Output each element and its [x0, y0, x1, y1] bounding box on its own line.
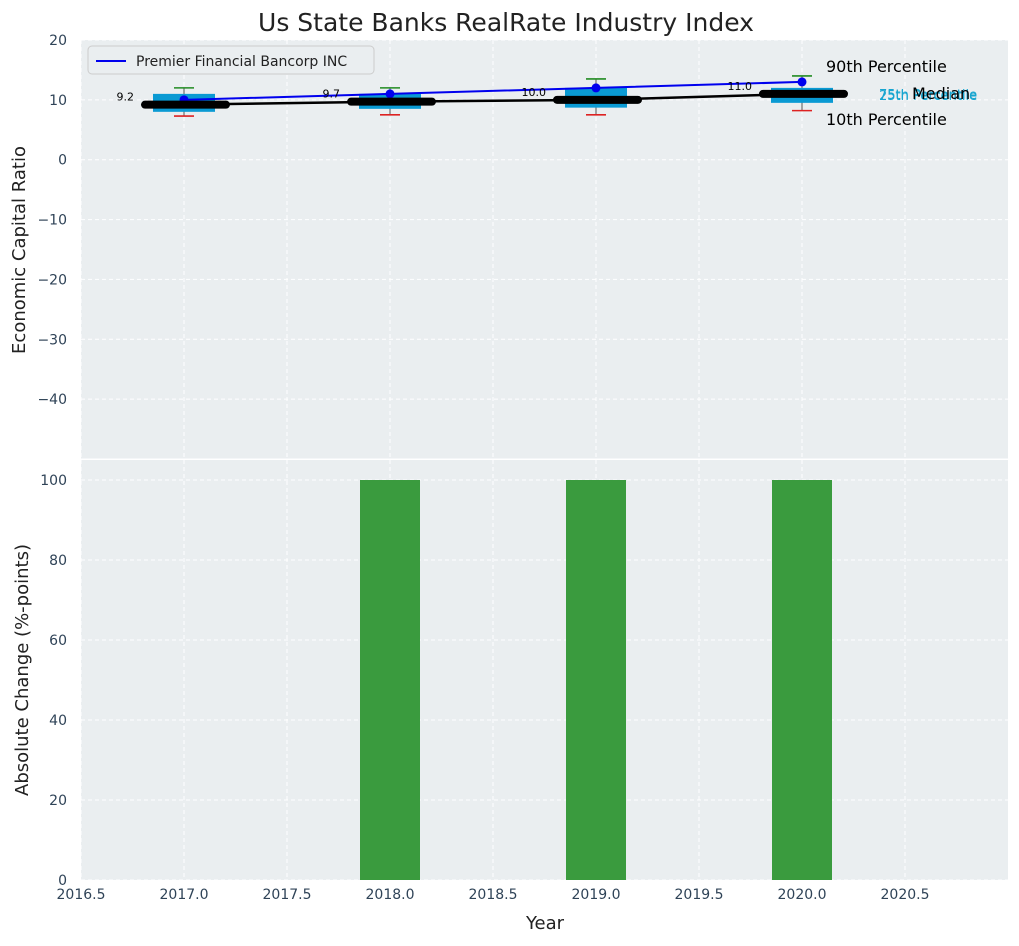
x-tick-label: 2020.0 [778, 887, 827, 903]
bottom-y-tick-label: 100 [40, 473, 67, 489]
x-tick-label: 2020.5 [881, 887, 930, 903]
change-bar-2019 [566, 480, 626, 880]
top-y-tick-label: 0 [58, 153, 67, 169]
bottom-y-axis-label: Absolute Change (%-points) [12, 544, 33, 796]
top-panel: 20 10 0 −10 −20 −30 −40 9.2 9.7 10.0 11.0 90th Pe… [9, 33, 1008, 461]
annotation-25th-percentile: 25th Percentile [879, 89, 977, 104]
top-plot-area [81, 40, 1008, 459]
annotation-75th-percentile: 75th Percentile [879, 88, 977, 103]
legend-box [87, 45, 375, 75]
x-axis-label: Year [525, 913, 565, 934]
change-bar-2020 [772, 480, 832, 880]
percentile-annotations: 90th Percentile 75th Percentile 25th Per… [826, 57, 977, 129]
legend: Premier Financial Bancorp INC [87, 45, 375, 75]
company-line-path [183, 80, 803, 101]
top-gridlines [80, 39, 1008, 461]
median-value-label: 9.2 [117, 91, 135, 104]
chart-title: Us State Banks RealRate Industry Index [258, 8, 754, 37]
median-value-label: 11.0 [728, 80, 753, 93]
change-bars [360, 480, 832, 880]
bottom-y-tick-label: 60 [49, 633, 67, 649]
bottom-y-tick-label: 20 [49, 793, 67, 809]
x-tick-label: 2019.5 [675, 887, 724, 903]
company-point [797, 77, 807, 87]
x-tick-label: 2018.0 [366, 887, 415, 903]
legend-company-label: Premier Financial Bancorp INC [136, 54, 347, 70]
company-point [385, 89, 395, 99]
change-bar-2018 [360, 480, 420, 880]
x-tick-label: 2017.0 [160, 887, 209, 903]
company-series [179, 77, 807, 105]
x-tick-label: 2018.5 [469, 887, 518, 903]
bottom-gridlines [80, 460, 1008, 881]
bottom-plot-area [81, 460, 1008, 880]
bottom-y-tick-label: 80 [49, 553, 67, 569]
bottom-y-tick-label: 0 [58, 873, 67, 889]
annotation-90th-percentile: 90th Percentile [826, 57, 947, 76]
top-y-tick-label: 10 [49, 93, 67, 109]
top-y-tick-label: −20 [37, 272, 67, 288]
median-value-labels: 9.2 9.7 10.0 11.0 [117, 80, 753, 104]
top-y-ticks: 20 10 0 −10 −20 −30 −40 [37, 33, 67, 408]
median-series [141, 89, 848, 109]
annotation-10th-percentile: 10th Percentile [826, 110, 947, 129]
median-value-label: 9.7 [323, 88, 341, 101]
x-ticks: 2016.5 2017.0 2017.5 2018.0 2018.5 2019.0 2019… [57, 887, 930, 903]
median-value-label: 10.0 [522, 86, 547, 99]
x-tick-label: 2016.5 [57, 887, 106, 903]
bottom-y-ticks: 0 20 40 60 80 100 [40, 473, 67, 889]
top-y-tick-label: −30 [37, 332, 67, 348]
annotation-median: Median [912, 84, 970, 103]
x-tick-label: 2019.0 [572, 887, 621, 903]
top-y-axis-label: Economic Capital Ratio [9, 146, 30, 354]
bottom-y-tick-label: 40 [49, 713, 67, 729]
x-tick-label: 2017.5 [263, 887, 312, 903]
top-y-tick-label: −40 [37, 392, 67, 408]
top-y-tick-label: 20 [49, 33, 67, 49]
median-line-path [183, 92, 803, 106]
top-y-tick-label: −10 [37, 213, 67, 229]
company-point [591, 83, 601, 93]
